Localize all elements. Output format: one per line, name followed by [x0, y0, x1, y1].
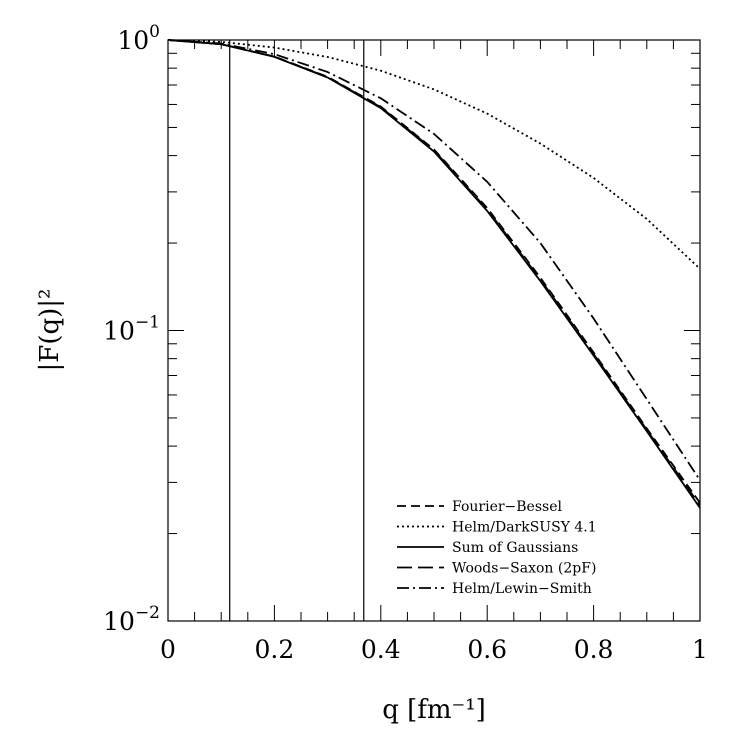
major-ticks — [167, 40, 701, 622]
x-tick-labels: 0 0.2 0.4 0.6 0.8 1 — [160, 635, 708, 664]
legend-label: Helm/DarkSUSY 4.1 — [452, 520, 597, 536]
y-tick-label: 10−2 — [103, 603, 160, 636]
y-axis-label: |F(q)|² — [35, 289, 65, 372]
legend-label: Fourier−Bessel — [452, 499, 562, 515]
x-tick-label: 0.4 — [361, 635, 401, 664]
minor-ticks — [168, 40, 700, 621]
series-line — [167, 39, 701, 509]
y-tick-label: 10−1 — [103, 313, 160, 346]
x-tick-label: 1 — [692, 635, 708, 664]
x-axis-label: q [fm⁻¹] — [382, 695, 486, 725]
x-tick-label: 0.8 — [574, 635, 614, 664]
y-tick-labels: 100 10−1 10−2 — [103, 22, 160, 636]
y-tick-label: 100 — [117, 22, 160, 55]
x-tick-label: 0.6 — [467, 635, 507, 664]
series-line — [167, 39, 701, 504]
series-line — [167, 39, 701, 481]
reference-lines — [229, 40, 365, 621]
x-tick-label: 0 — [160, 635, 176, 664]
legend-label: Sum of Gaussians — [452, 540, 578, 556]
legend-label: Helm/Lewin−Smith — [452, 581, 592, 597]
series-line — [167, 39, 701, 270]
series-lines — [167, 39, 701, 509]
x-tick-label: 0.2 — [255, 635, 295, 664]
legend-label: Woods−Saxon (2pF) — [452, 561, 596, 577]
series-line — [167, 39, 701, 506]
plot-frame — [167, 39, 701, 622]
legend: Fourier−Bessel Helm/DarkSUSY 4.1 Sum of Ga… — [397, 499, 597, 597]
